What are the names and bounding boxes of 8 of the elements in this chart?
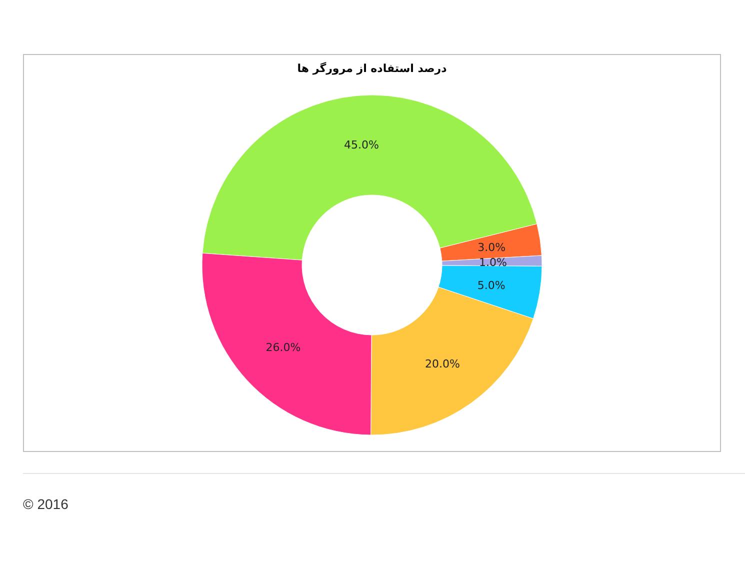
text: © 2016 (23, 496, 69, 512)
data-label: 5.0% (477, 278, 506, 292)
data-label: 3.0% (478, 240, 506, 254)
chart-title: درصد استفاده از مرورگر ها (297, 62, 448, 75)
data-label: 45.0% (344, 138, 379, 152)
data-label: 1.0% (478, 256, 507, 270)
data-label: 20.0% (424, 357, 460, 370)
data-label: 26.0% (266, 341, 301, 354)
